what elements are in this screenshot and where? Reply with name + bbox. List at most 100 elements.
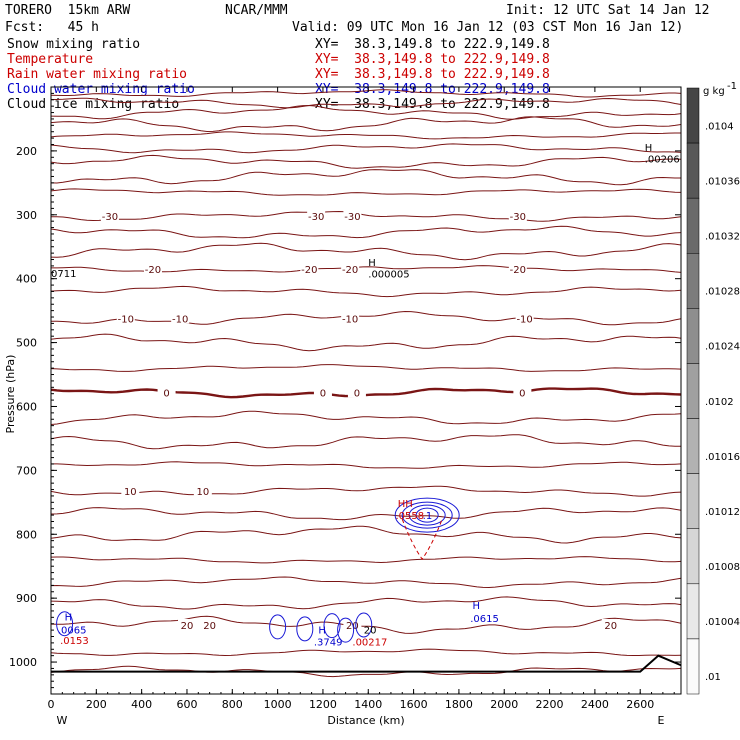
isotherm-label: -10 (172, 314, 188, 325)
init-time: Init: 12 UTC Sat 14 Jan 12 (506, 3, 710, 18)
cloud-water-contour (56, 611, 74, 637)
colorbar-label: .01024 (705, 342, 740, 353)
x-tick-label: 200 (86, 698, 107, 711)
isotherm-label-bg (601, 618, 620, 630)
isotherm-label: 20 (181, 621, 194, 632)
cloud-water-contour (401, 501, 453, 529)
isotherm-label: 0 (354, 388, 360, 399)
isotherm-label: -10 (118, 314, 134, 325)
isotherm-label: -20 (301, 265, 317, 276)
cloud-water-contour (394, 497, 460, 533)
ground-surface-line (51, 654, 682, 673)
field-name-cloud-water: Cloud water mixing ratio (7, 82, 195, 97)
isotherm-label: 10 (124, 487, 137, 498)
isotherm-line (50, 169, 681, 186)
field-xy-snow: XY= 38.3,149.8 to 222.9,149.8 (315, 37, 550, 52)
isotherm-label: 20 (203, 621, 216, 632)
colorbar-label: .01004 (705, 617, 740, 628)
colorbar-swatch (686, 638, 700, 695)
isotherm-line (50, 387, 682, 399)
colorbar-swatch (686, 142, 700, 199)
isotherm-label-bg (177, 618, 196, 630)
contour-annotation: .3749 (314, 637, 343, 648)
contour-annotation: .0558 (395, 511, 424, 522)
colorbar-swatch (686, 583, 700, 640)
x-tick-label: 800 (222, 698, 243, 711)
y-tick-label: 900 (16, 592, 37, 605)
forecast-hour: Fcst: 45 h (5, 20, 99, 35)
isotherm-label-bg (341, 312, 360, 324)
cloud-water-contour (296, 616, 314, 642)
isotherm-label-bg (193, 484, 212, 496)
isotherm-label-bg (171, 312, 190, 324)
isotherm-line (50, 615, 682, 634)
field-name-temperature: Temperature (7, 52, 94, 67)
colorbar-label: .0104 (705, 121, 734, 132)
x-tick-label: 2200 (536, 698, 564, 711)
isotherm-label: -20 (145, 265, 161, 276)
contour-annotation: .00217 (352, 637, 387, 648)
isotherm-line (50, 665, 682, 678)
colorbar: .0104 .01036 .01032 .01028 .01024 .0102 .01016… (686, 81, 740, 695)
field-name-cloud-ice: Cloud ice mixing ratio (7, 97, 180, 112)
isotherm-line (50, 116, 682, 133)
contour-annotation: .0065 (58, 625, 87, 636)
colorbar-swatch (686, 308, 700, 364)
annotation-labels: H.00206H.0000050711HH.0558.1H.0065.0153H… (51, 143, 680, 649)
contour-annotation: .1 (423, 511, 433, 522)
isotherm-line (50, 333, 682, 352)
isotherm-label: 20 (604, 621, 617, 632)
cloud-water-contour (415, 507, 439, 523)
isotherm-line (50, 485, 682, 497)
isotherm-line (50, 188, 682, 196)
contour-annotation: H (645, 143, 653, 154)
isotherm-label-bg (343, 210, 362, 222)
isotherm-line (50, 104, 682, 120)
field-xy-rain: XY= 38.3,149.8 to 222.9,149.8 (315, 67, 550, 82)
isotherm-label-bg (157, 386, 176, 398)
isotherm-lines: -30 -30 -30 -30 -20 -20 -20 -20 -10 -10 -10 -10 0 0 0 0… (50, 89, 682, 678)
isotherm-label: 0 (320, 388, 326, 399)
colorbar-label: .0102 (705, 397, 734, 408)
isotherm-label: 0 (163, 388, 169, 399)
isotherm-label: 10 (196, 487, 209, 498)
isotherm-label-bg (100, 210, 119, 222)
colorbar-label: .01032 (705, 232, 740, 243)
isotherm-label: -20 (342, 265, 358, 276)
isotherm-label: 20 (346, 621, 359, 632)
colorbar-unit: g kg (703, 86, 725, 97)
isotherm-line (51, 461, 682, 469)
isotherm-label: -10 (342, 314, 358, 325)
y-tick-label: 600 (16, 400, 37, 413)
field-xy-cloud-ice: XY= 38.3,149.8 to 222.9,149.8 (315, 97, 550, 112)
isotherm-line (50, 89, 682, 98)
isotherm-line (50, 131, 681, 140)
isotherm-line (50, 154, 682, 169)
isotherm-label: 0 (519, 388, 525, 399)
rain-water-contour (401, 518, 443, 560)
isotherm-line (51, 310, 682, 326)
isotherm-line (50, 210, 682, 222)
isotherm-label: -10 (516, 314, 532, 325)
y-tick-label: 200 (16, 145, 37, 158)
contour-annotation: HH (398, 499, 413, 510)
west-label: W (57, 714, 68, 727)
x-tick-label: 1400 (354, 698, 382, 711)
isotherm-label-bg (307, 210, 326, 222)
isotherm-line (50, 648, 682, 657)
terrain-lines (51, 654, 682, 673)
colorbar-swatch (686, 197, 700, 254)
colorbar-label: .01028 (705, 287, 740, 298)
isotherm-line (50, 525, 682, 544)
cloud-water-contour (355, 612, 373, 638)
colorbar-label: .01008 (705, 562, 740, 573)
isotherm-label: -30 (102, 212, 118, 223)
plot-axes: 0 200 400 600 800 1000 1200 1400 1600 1800 2000 220… (9, 86, 682, 711)
isotherm-line (50, 225, 682, 239)
isotherm-label-bg (347, 386, 366, 398)
contour-annotation: .000005 (368, 269, 409, 280)
colorbar-label: .01012 (705, 507, 740, 518)
isotherm-line (51, 97, 682, 109)
plot-frame (50, 86, 682, 695)
